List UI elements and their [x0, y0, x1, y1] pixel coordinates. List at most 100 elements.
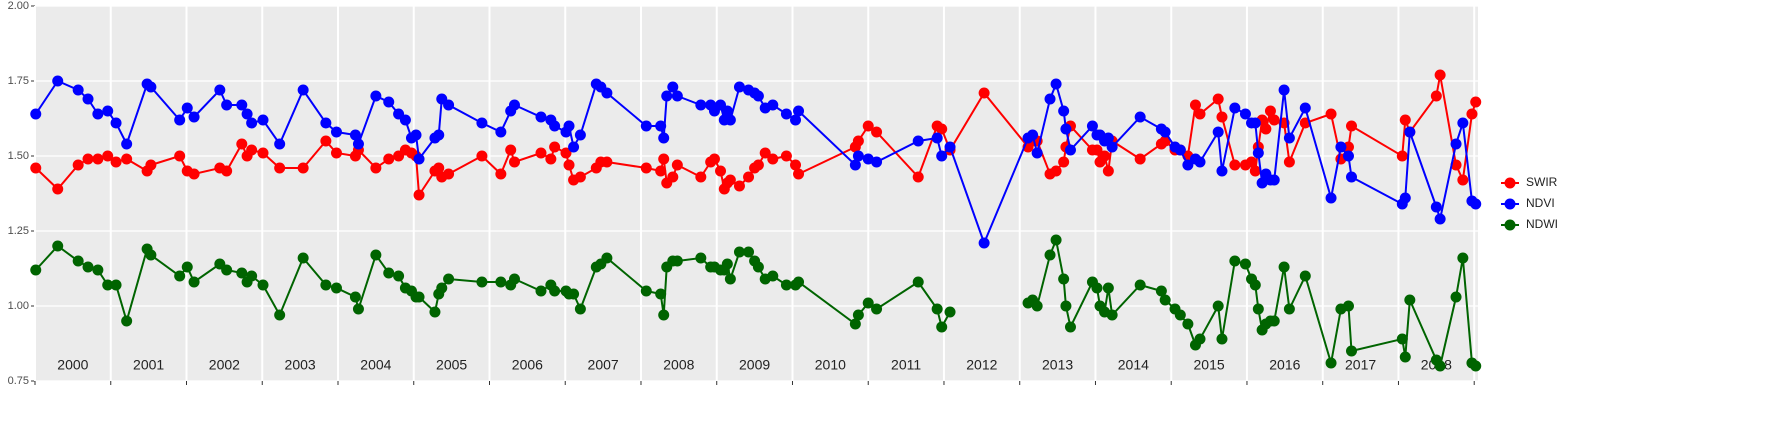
y-tick-label: 1.50	[8, 150, 29, 162]
point	[1268, 174, 1280, 186]
point	[236, 99, 248, 111]
point	[1470, 360, 1482, 372]
point	[429, 306, 441, 318]
point	[724, 114, 736, 126]
point	[1044, 93, 1056, 105]
point	[236, 267, 248, 279]
point	[549, 285, 561, 297]
point	[852, 309, 864, 321]
point	[413, 291, 425, 303]
point	[568, 288, 580, 300]
y-tick-label: 1.75	[8, 75, 29, 87]
point	[1335, 141, 1347, 153]
year-label: 2012	[966, 357, 997, 373]
point	[1342, 150, 1354, 162]
point	[1159, 135, 1171, 147]
point	[1058, 273, 1070, 285]
year-label: 2005	[436, 357, 467, 373]
point	[1342, 300, 1354, 312]
point	[658, 153, 670, 165]
legend-key	[1504, 219, 1516, 231]
point	[1174, 309, 1186, 321]
point	[476, 117, 488, 129]
point	[82, 93, 94, 105]
point	[1060, 123, 1072, 135]
point	[443, 168, 455, 180]
point	[181, 102, 193, 114]
point	[1216, 333, 1228, 345]
point	[174, 150, 186, 162]
point	[1466, 108, 1478, 120]
point	[563, 120, 575, 132]
point	[1430, 201, 1442, 213]
point	[752, 159, 764, 171]
point	[1457, 117, 1469, 129]
point	[767, 153, 779, 165]
point	[495, 276, 507, 288]
point	[221, 264, 233, 276]
point	[1346, 345, 1358, 357]
point	[274, 162, 286, 174]
point	[1050, 234, 1062, 246]
point	[931, 303, 943, 315]
point	[508, 156, 520, 168]
point	[1182, 318, 1194, 330]
point	[752, 261, 764, 273]
point	[912, 171, 924, 183]
point	[349, 129, 361, 141]
point	[1252, 303, 1264, 315]
point	[871, 126, 883, 138]
point	[1268, 315, 1280, 327]
point	[30, 108, 42, 120]
point	[188, 168, 200, 180]
legend-label: NDVI	[1526, 196, 1555, 210]
point	[297, 162, 309, 174]
point	[330, 147, 342, 159]
point	[433, 129, 445, 141]
point	[1194, 156, 1206, 168]
point	[1091, 144, 1103, 156]
point	[695, 252, 707, 264]
point	[1064, 144, 1076, 156]
point	[978, 237, 990, 249]
y-tick-label: 1.00	[8, 300, 29, 312]
point	[793, 105, 805, 117]
point	[1239, 108, 1251, 120]
point	[721, 258, 733, 270]
point	[1325, 357, 1337, 369]
point	[1404, 294, 1416, 306]
point	[1106, 309, 1118, 321]
point	[733, 81, 745, 93]
point	[330, 282, 342, 294]
point	[1058, 156, 1070, 168]
point	[743, 171, 755, 183]
point	[849, 318, 861, 330]
point	[1457, 174, 1469, 186]
point	[695, 99, 707, 111]
point	[82, 261, 94, 273]
point	[72, 255, 84, 267]
point	[640, 285, 652, 297]
point	[443, 99, 455, 111]
point	[767, 99, 779, 111]
point	[72, 84, 84, 96]
year-label: 2015	[1194, 357, 1225, 373]
point	[655, 288, 667, 300]
point	[767, 270, 779, 282]
point	[413, 189, 425, 201]
point	[121, 315, 133, 327]
point	[110, 156, 122, 168]
point	[1249, 165, 1261, 177]
point	[1249, 279, 1261, 291]
point	[793, 168, 805, 180]
point	[188, 111, 200, 123]
point	[352, 138, 364, 150]
point	[752, 90, 764, 102]
point	[1064, 321, 1076, 333]
point	[145, 159, 157, 171]
point	[246, 144, 258, 156]
point	[393, 270, 405, 282]
point	[1031, 300, 1043, 312]
point	[1216, 111, 1228, 123]
